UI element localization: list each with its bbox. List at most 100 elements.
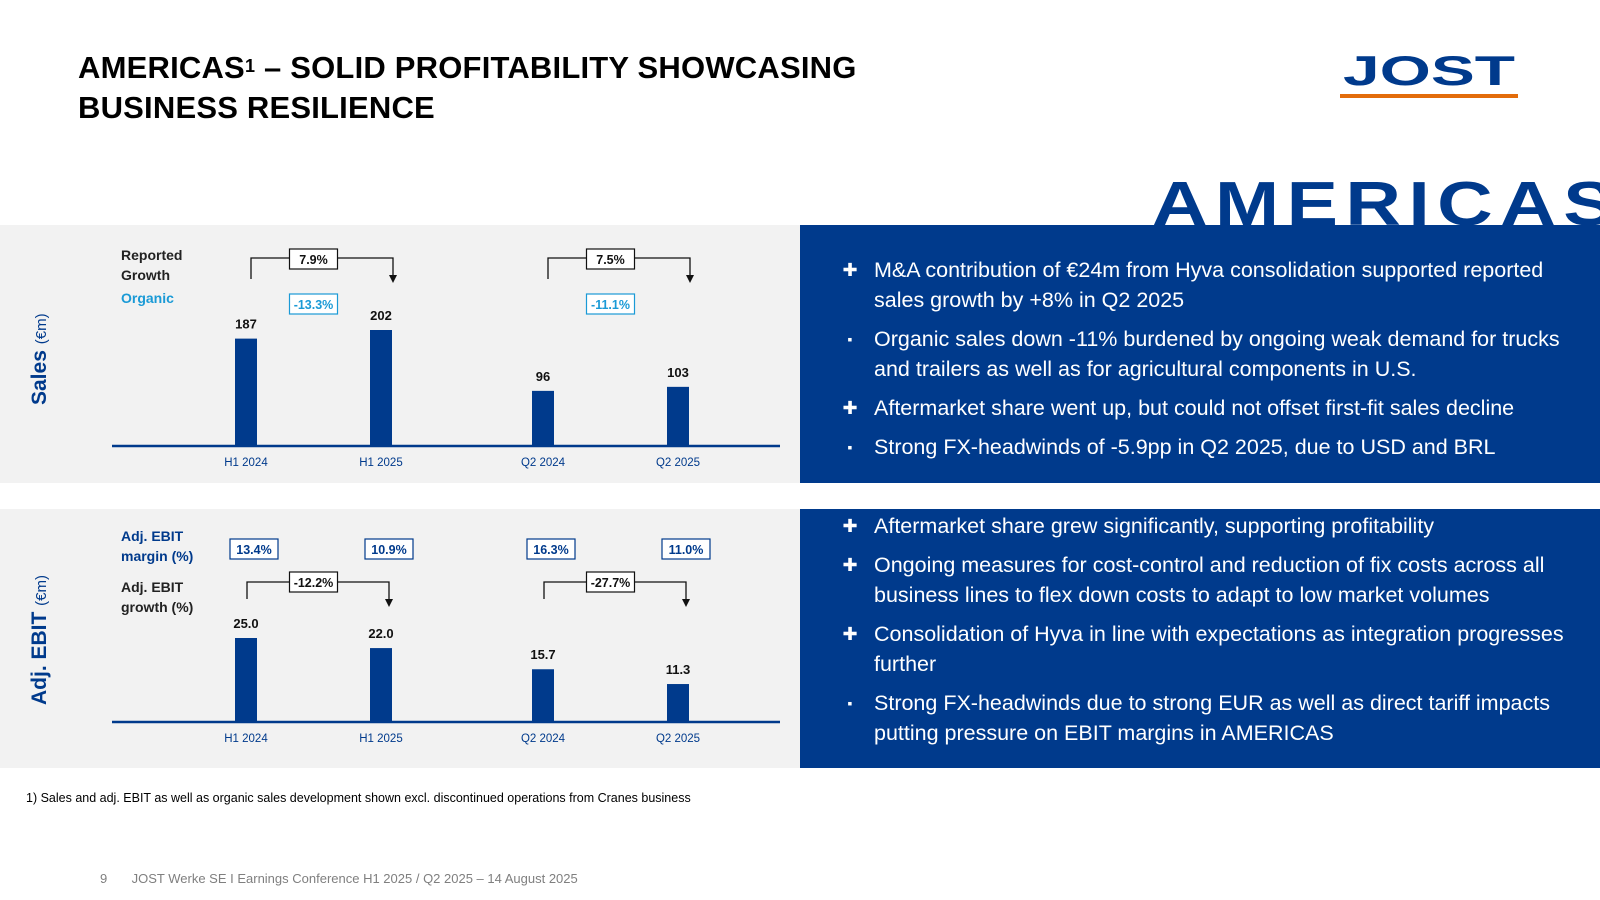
data-label: 103 (667, 365, 689, 380)
logo-lettering: JOST (1343, 51, 1516, 94)
ebit-margin-label-2: margin (%) (121, 548, 193, 564)
ebit-bullet-text: Consolidation of Hyva in line with expec… (874, 622, 1564, 676)
sales-bar-chart: Reported Growth Organic 187 H1 2024 202 H1 … (112, 247, 780, 469)
minus-icon: ▪ (847, 695, 853, 711)
x-tick-label: Q2 2025 (656, 457, 700, 469)
reported-growth-value: 7.9% (299, 253, 328, 267)
ebit-growth-label-1: Adj. EBIT (121, 579, 184, 595)
page-title-line1-rest: – SOLID PROFITABILITY SHOWCASING (255, 50, 857, 85)
plus-icon: ✚ (842, 516, 858, 536)
sales-bullet-text: Strong FX-headwinds of -5.9pp in Q2 2025… (874, 435, 1496, 459)
ebit-growth-value-box (288, 571, 339, 593)
reported-growth-value: 7.5% (596, 253, 625, 267)
bar-q2-2025 (667, 386, 689, 446)
plus-icon: ✚ (842, 398, 858, 418)
sales-bullet: ▪ Strong FX-headwinds of -5.9pp in Q2 202… (840, 432, 1594, 462)
reported-growth-value-box (288, 248, 339, 270)
page-title-line1: AMERICAS (78, 50, 245, 85)
ebit-margin-value-box (229, 538, 279, 560)
organic-growth-label: Organic (121, 290, 174, 306)
region-wordmark: AMERICAS (1152, 178, 1600, 225)
organic-growth-value: -11.1% (591, 298, 630, 312)
bar-h1-2024 (235, 338, 257, 446)
ebit-margin-value: 11.0% (669, 543, 704, 557)
x-tick-label: H1 2025 (359, 457, 402, 469)
data-label: 22.0 (368, 626, 393, 641)
plus-icon: ✚ (842, 555, 858, 575)
sales-commentary-panel: ✚ M&A contribution of €24m from Hyva cons… (800, 225, 1600, 483)
bar-q2-2024 (532, 390, 554, 446)
sales-chart-panel: Sales (€m) Reported Growth Organic 187 H1… (0, 225, 800, 483)
plus-icon: ✚ (842, 624, 858, 644)
ebit-bullet-text: Aftermarket share grew significantly, su… (874, 514, 1435, 538)
ebit-growth-arrowhead (385, 599, 393, 607)
footer-text: JOST Werke SE I Earnings Conference H1 2… (131, 871, 578, 886)
plus-icon: ✚ (842, 260, 858, 280)
footnote: 1) Sales and adj. EBIT as well as organi… (26, 791, 691, 805)
minus-icon: ▪ (847, 439, 853, 455)
ebit-bullet-text: Ongoing measures for cost-control and re… (874, 553, 1545, 607)
sales-bullet-text: M&A contribution of €24m from Hyva conso… (874, 258, 1544, 312)
data-label: 11.3 (666, 662, 691, 677)
x-tick-label: H1 2024 (224, 733, 268, 745)
sales-bullet: ✚ Aftermarket share went up, but could no… (840, 393, 1594, 423)
ebit-bullet-text: Strong FX-headwinds due to strong EUR as… (874, 691, 1550, 745)
x-tick-label: H1 2025 (359, 733, 402, 745)
x-tick-label: Q2 2025 (656, 733, 700, 745)
reported-growth-label-1: Reported (121, 247, 182, 263)
minus-icon: ▪ (847, 331, 853, 347)
ebit-growth-label-2: growth (%) (121, 599, 193, 615)
footnote-marker: 1 (244, 56, 256, 76)
sales-bullet-list: ✚ M&A contribution of €24m from Hyva cons… (840, 255, 1594, 471)
sales-bullet: ✚ M&A contribution of €24m from Hyva cons… (840, 255, 1594, 315)
bar-h1-2024 (235, 638, 257, 722)
ebit-bullet-list: ✚ Aftermarket share grew significantly, s… (840, 511, 1594, 757)
region-wordmark-text: AMERICAS (1152, 178, 1600, 225)
ebit-growth-value: -12.2% (294, 576, 334, 590)
data-label: 202 (370, 308, 392, 323)
ebit-margin-label-1: Adj. EBIT (121, 528, 184, 544)
page-title-line2: BUSINESS RESILIENCE (78, 90, 435, 125)
reported-growth-arrowhead (686, 275, 694, 283)
ebit-margin-value-box (364, 538, 414, 560)
bar-q2-2024 (532, 669, 554, 722)
data-label: 96 (536, 369, 550, 384)
logo-underline (1340, 94, 1518, 98)
page-title: AMERICAS1 – SOLID PROFITABILITY SHOWCASI… (78, 48, 978, 128)
organic-growth-value-box (288, 293, 339, 315)
ebit-margin-value-box (526, 538, 576, 560)
bar-h1-2025 (370, 648, 392, 722)
ebit-margin-value-box (661, 538, 711, 560)
data-label: 25.0 (233, 616, 258, 631)
organic-growth-value: -13.3% (294, 298, 334, 312)
reported-growth-label-2: Growth (121, 267, 170, 283)
ebit-margin-value: 13.4% (236, 543, 271, 557)
reported-growth-arrowhead (389, 275, 397, 283)
bar-q2-2025 (667, 684, 689, 722)
jost-logo: JOST (1340, 51, 1518, 98)
ebit-growth-value-box (585, 571, 636, 593)
ebit-bullet: ✚ Ongoing measures for cost-control and r… (840, 550, 1594, 610)
x-tick-label: Q2 2024 (521, 457, 566, 469)
ebit-bullet: ✚ Consolidation of Hyva in line with expe… (840, 619, 1594, 679)
ebit-commentary-panel: ✚ Aftermarket share grew significantly, s… (800, 509, 1600, 768)
ebit-bullet: ✚ Aftermarket share grew significantly, s… (840, 511, 1594, 541)
reported-growth-value-box (585, 248, 636, 270)
page-number: 9 (100, 871, 108, 886)
data-label: 15.7 (530, 647, 555, 662)
footer: 9 JOST Werke SE I Earnings Conference H1… (100, 871, 578, 886)
organic-growth-value-box (585, 293, 636, 315)
ebit-margin-value: 10.9% (371, 543, 406, 557)
ebit-chart-panel: Adj. EBIT (€m) Adj. EBIT margin (%) Adj.… (0, 509, 800, 768)
x-tick-label: H1 2024 (224, 457, 268, 469)
ebit-margin-value: 16.3% (533, 543, 568, 557)
ebit-growth-value: -27.7% (591, 576, 631, 590)
x-tick-label: Q2 2024 (521, 733, 566, 745)
ebit-bullet: ▪ Strong FX-headwinds due to strong EUR a… (840, 688, 1594, 748)
sales-bullet-text: Aftermarket share went up, but could not… (874, 396, 1515, 420)
ebit-bar-chart: Adj. EBIT margin (%) Adj. EBIT growth (%… (112, 528, 780, 745)
bar-h1-2025 (370, 330, 392, 446)
ebit-growth-arrowhead (682, 599, 690, 607)
data-label: 187 (235, 317, 257, 332)
sales-bullet-text: Organic sales down -11% burdened by ongo… (874, 327, 1560, 381)
